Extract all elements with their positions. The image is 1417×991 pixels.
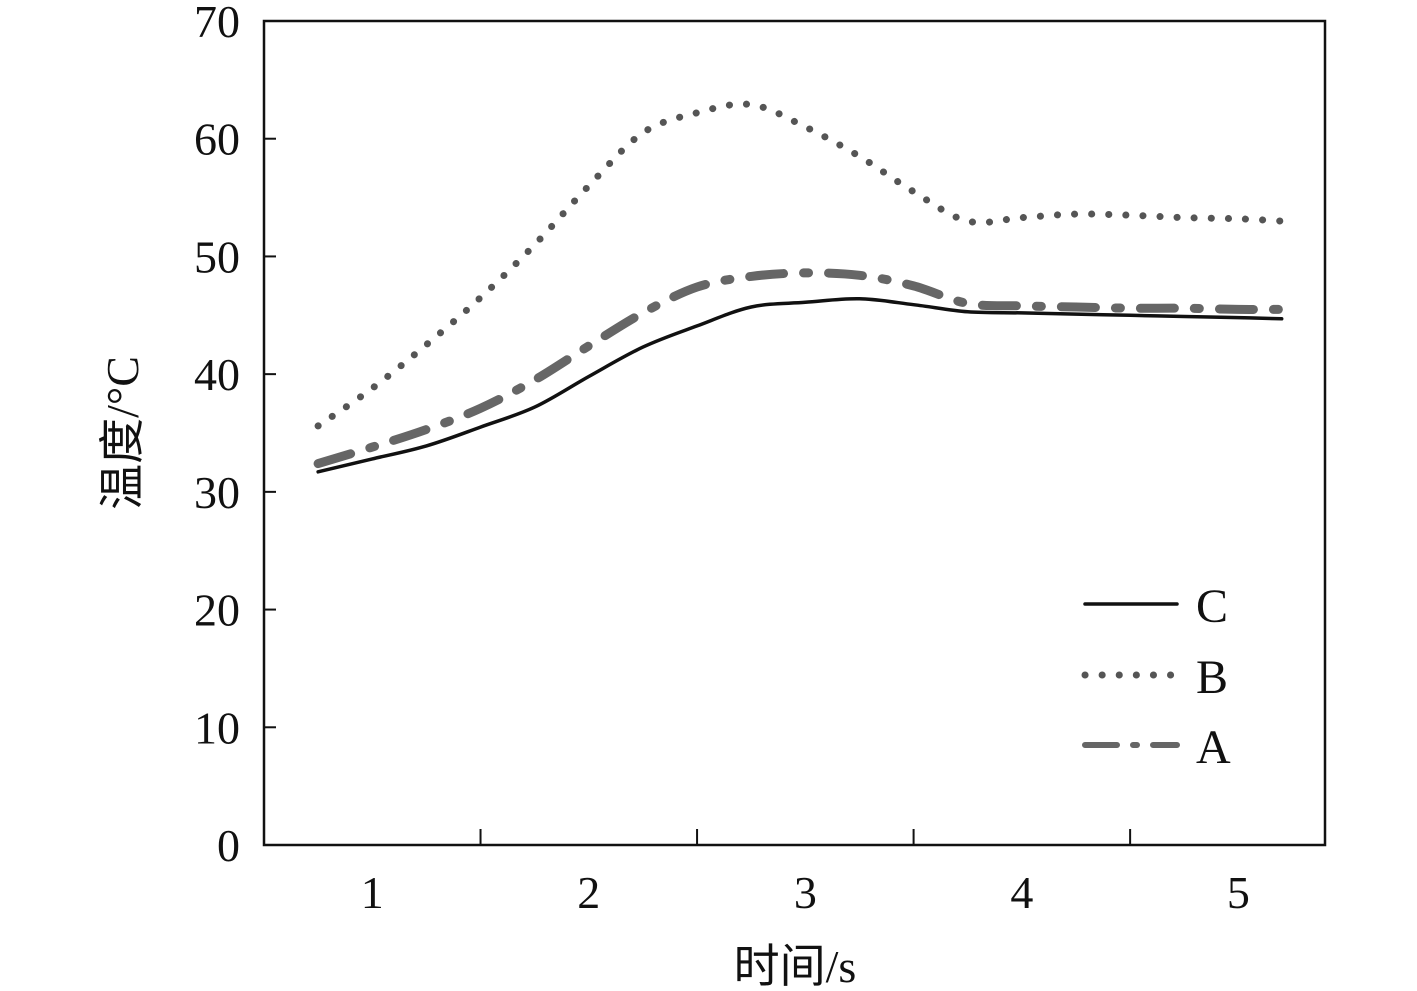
y-tick-label: 60 <box>194 114 240 165</box>
legend-label-c: C <box>1196 580 1228 633</box>
series-c-line <box>316 297 1284 474</box>
x-tick-label: 4 <box>1010 867 1033 918</box>
y-tick-label: 20 <box>194 585 240 636</box>
y-tick-label: 50 <box>194 231 240 282</box>
series-lines <box>313 100 1287 474</box>
y-axis-ticks: 0 10 20 30 40 50 60 70 <box>194 0 276 871</box>
legend: CBA <box>1081 580 1231 774</box>
legend-label-b: B <box>1196 651 1228 704</box>
legend-label-a: A <box>1196 721 1231 774</box>
x-axis-title: 时间/s <box>734 941 857 991</box>
y-tick-label: 30 <box>194 467 240 518</box>
x-tick-label: 2 <box>577 867 600 918</box>
y-tick-label: 0 <box>217 820 240 871</box>
series-b-line <box>314 100 1286 430</box>
x-tick-label: 5 <box>1227 867 1250 918</box>
y-tick-label: 40 <box>194 349 240 400</box>
plot-frame <box>262 19 1327 847</box>
x-tick-label: 3 <box>794 867 817 918</box>
y-tick-label: 70 <box>194 0 240 47</box>
series-a-line <box>313 268 1287 469</box>
y-axis-title: 温度/°C <box>97 356 148 510</box>
y-tick-label: 10 <box>194 702 240 753</box>
x-axis-ticks: 1 2 3 4 5 <box>361 829 1250 918</box>
x-tick-label: 1 <box>361 867 384 918</box>
